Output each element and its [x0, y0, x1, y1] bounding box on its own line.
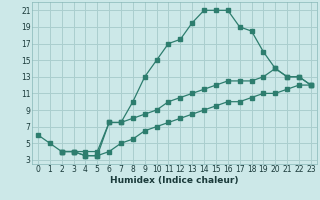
X-axis label: Humidex (Indice chaleur): Humidex (Indice chaleur) — [110, 176, 239, 185]
